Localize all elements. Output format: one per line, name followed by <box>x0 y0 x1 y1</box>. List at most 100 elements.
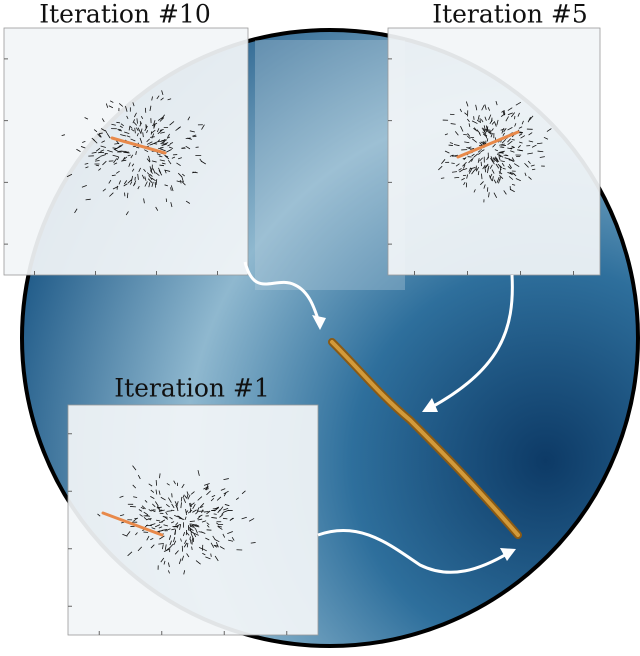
vector <box>101 140 106 143</box>
vector <box>158 490 161 495</box>
vector <box>177 172 183 178</box>
vector <box>214 539 220 543</box>
vector <box>116 121 121 124</box>
vector <box>84 117 89 120</box>
vector <box>133 496 138 498</box>
vector <box>508 176 514 180</box>
vector <box>518 133 523 136</box>
vector <box>228 539 234 542</box>
vector <box>126 135 131 138</box>
vector <box>105 103 109 108</box>
light-band <box>255 40 405 290</box>
vector <box>169 543 174 549</box>
vector <box>194 533 199 536</box>
vector <box>502 167 506 170</box>
vector <box>159 473 161 479</box>
vector <box>160 557 165 563</box>
vector <box>193 135 197 138</box>
vector <box>493 179 497 184</box>
vector <box>182 494 185 499</box>
vector <box>143 198 145 204</box>
vector <box>449 142 454 144</box>
vector <box>170 185 174 192</box>
vector <box>177 515 182 520</box>
vector <box>189 527 194 531</box>
vector <box>141 505 146 510</box>
vector <box>159 535 165 540</box>
vector <box>508 164 512 169</box>
vector <box>203 483 210 486</box>
vector <box>176 501 179 505</box>
vector <box>82 141 86 143</box>
vector <box>156 128 160 133</box>
vector <box>107 149 113 153</box>
vector <box>222 533 226 538</box>
vector <box>518 126 523 129</box>
vector <box>488 114 492 121</box>
vector <box>497 151 504 154</box>
vector <box>463 182 466 186</box>
vector <box>101 118 105 123</box>
vector <box>159 521 163 523</box>
arrows <box>243 261 514 574</box>
vector <box>100 128 106 132</box>
vector <box>215 542 219 548</box>
vector <box>196 507 200 512</box>
vector <box>473 128 478 132</box>
vector <box>471 171 474 175</box>
vector <box>104 130 108 134</box>
vector <box>129 125 133 129</box>
vector <box>100 149 105 152</box>
vector <box>197 470 200 476</box>
vector <box>112 186 119 190</box>
vector <box>492 157 498 163</box>
vector <box>195 525 200 528</box>
vector <box>152 503 156 508</box>
vector <box>451 162 455 164</box>
vector <box>241 516 247 520</box>
vector <box>181 176 184 183</box>
vector <box>164 184 168 187</box>
vector <box>187 494 191 500</box>
vector <box>477 152 481 155</box>
vector <box>214 506 220 510</box>
vector <box>150 496 155 499</box>
vector <box>113 158 118 164</box>
vector <box>530 164 535 167</box>
vector <box>502 110 505 116</box>
vector <box>473 167 477 172</box>
vector <box>489 164 493 169</box>
vector <box>168 159 172 165</box>
vector <box>118 144 124 147</box>
vector <box>500 128 505 131</box>
vector <box>471 138 478 143</box>
vector <box>467 146 472 149</box>
vector <box>485 128 490 134</box>
vector <box>467 135 471 139</box>
vector <box>186 532 190 536</box>
vector <box>483 129 487 134</box>
vector <box>131 163 135 167</box>
vector <box>221 511 225 515</box>
vector <box>151 96 153 101</box>
vector <box>132 183 136 187</box>
vector <box>106 132 111 139</box>
vector <box>515 101 521 106</box>
vector <box>146 172 151 176</box>
vector <box>118 103 124 107</box>
vector <box>143 168 147 173</box>
vector <box>524 162 529 168</box>
vector <box>115 170 120 174</box>
vector <box>120 134 126 137</box>
vector <box>217 509 221 514</box>
vector <box>125 106 128 112</box>
vector <box>185 508 187 515</box>
estimate-line <box>101 511 164 537</box>
vector <box>114 146 120 150</box>
vector <box>142 132 144 138</box>
vector <box>192 532 197 538</box>
vector <box>155 206 159 211</box>
vector <box>157 129 163 135</box>
vector <box>477 115 480 120</box>
vector <box>140 507 145 510</box>
